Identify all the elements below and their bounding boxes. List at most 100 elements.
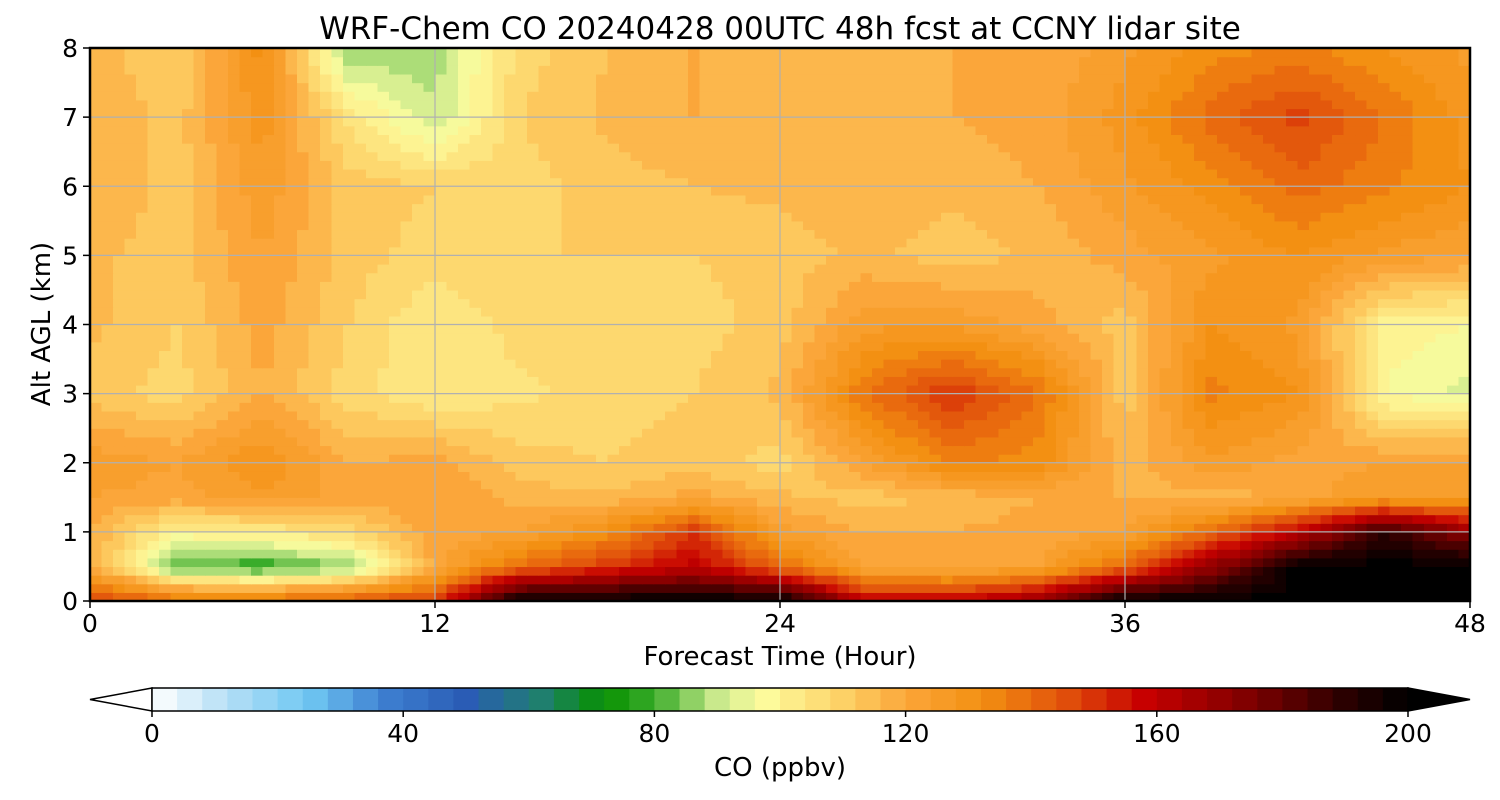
heatmap-cell xyxy=(607,298,620,308)
heatmap-cell xyxy=(975,462,988,472)
heatmap-cell xyxy=(734,445,747,455)
heatmap-cell xyxy=(297,566,310,576)
heatmap-cell xyxy=(1217,410,1230,421)
heatmap-cell xyxy=(1401,575,1414,585)
heatmap-cell xyxy=(170,410,183,421)
heatmap-cell xyxy=(354,471,367,481)
heatmap-cell xyxy=(872,289,885,300)
heatmap-cell xyxy=(768,514,781,524)
heatmap-cell xyxy=(1309,428,1322,438)
heatmap-cell xyxy=(1297,419,1310,429)
heatmap-cell xyxy=(584,505,597,516)
heatmap-cell xyxy=(216,419,229,429)
heatmap-cell xyxy=(239,497,252,507)
heatmap-cell xyxy=(320,272,333,282)
heatmap-cell xyxy=(1044,264,1057,274)
heatmap-cell xyxy=(1412,410,1425,421)
heatmap-cell xyxy=(952,402,965,412)
heatmap-cell xyxy=(182,540,195,550)
heatmap-cell xyxy=(1424,523,1437,533)
heatmap-cell xyxy=(1182,505,1195,516)
heatmap-cell xyxy=(895,583,908,593)
heatmap-cell xyxy=(1182,333,1195,343)
heatmap-cell xyxy=(1366,480,1379,490)
heatmap-cell xyxy=(780,393,793,403)
heatmap-cell xyxy=(561,246,574,256)
heatmap-cell xyxy=(803,350,816,360)
heatmap-cell xyxy=(170,376,183,386)
heatmap-cell xyxy=(1435,514,1448,524)
heatmap-cell xyxy=(584,402,597,412)
heatmap-cell xyxy=(918,324,931,334)
heatmap-cell xyxy=(1125,350,1138,360)
heatmap-cell xyxy=(987,583,1000,593)
heatmap-cell xyxy=(354,419,367,429)
heatmap-cell xyxy=(814,238,827,248)
heatmap-cell xyxy=(170,549,183,559)
heatmap-cell xyxy=(366,419,379,429)
heatmap-cell xyxy=(1033,436,1046,447)
heatmap-cell xyxy=(216,505,229,516)
heatmap-cell xyxy=(688,393,701,403)
heatmap-cell xyxy=(1435,246,1448,256)
heatmap-cell xyxy=(1355,333,1368,343)
heatmap-cell xyxy=(1033,324,1046,334)
heatmap-cell xyxy=(331,419,344,429)
heatmap-cell xyxy=(849,480,862,490)
heatmap-cell xyxy=(872,436,885,447)
heatmap-cell xyxy=(354,523,367,533)
heatmap-cell xyxy=(159,462,172,472)
heatmap-cell xyxy=(1309,359,1322,369)
heatmap-cell xyxy=(964,341,977,352)
heatmap-cell xyxy=(987,298,1000,308)
heatmap-cell xyxy=(515,289,528,300)
heatmap-cell xyxy=(423,324,436,334)
heatmap-cell xyxy=(699,350,712,360)
heatmap-cell xyxy=(389,497,402,507)
heatmap-cell xyxy=(883,333,896,343)
heatmap-cell xyxy=(331,333,344,343)
heatmap-cell xyxy=(803,462,816,472)
heatmap-cell xyxy=(883,315,896,326)
heatmap-cell xyxy=(1148,497,1161,507)
heatmap-cell xyxy=(883,419,896,429)
heatmap-cell xyxy=(872,298,885,308)
heatmap-cell xyxy=(952,436,965,447)
heatmap-cell xyxy=(515,488,528,498)
heatmap-cell xyxy=(331,436,344,447)
heatmap-cell xyxy=(515,238,528,248)
heatmap-cell xyxy=(1424,540,1437,550)
heatmap-cell xyxy=(1021,410,1034,421)
heatmap-cell xyxy=(1263,367,1276,377)
heatmap-cell xyxy=(527,497,540,507)
heatmap-cell xyxy=(1205,436,1218,447)
heatmap-cell xyxy=(780,557,793,568)
heatmap-cell xyxy=(791,540,804,550)
heatmap-cell xyxy=(1067,462,1080,472)
heatmap-cell xyxy=(515,557,528,568)
heatmap-cell xyxy=(998,454,1011,464)
heatmap-cell xyxy=(998,281,1011,291)
heatmap-cell xyxy=(573,436,586,447)
heatmap-cell xyxy=(90,523,103,533)
heatmap-cell xyxy=(182,488,195,498)
heatmap-cell xyxy=(90,376,103,386)
heatmap-cell xyxy=(941,497,954,507)
heatmap-cell xyxy=(492,575,505,585)
heatmap-cell xyxy=(607,402,620,412)
heatmap-cell xyxy=(1458,324,1470,334)
heatmap-cell xyxy=(1136,315,1149,326)
heatmap-cell xyxy=(182,255,195,265)
heatmap-cell xyxy=(262,315,275,326)
heatmap-cell xyxy=(642,523,655,533)
heatmap-cell xyxy=(906,238,919,248)
heatmap-cell xyxy=(170,428,183,438)
heatmap-cell xyxy=(366,255,379,265)
heatmap-cell xyxy=(228,583,241,593)
heatmap-cell xyxy=(665,238,678,248)
heatmap-cell xyxy=(1159,462,1172,472)
heatmap-cell xyxy=(1044,592,1057,601)
heatmap-cell xyxy=(734,246,747,256)
heatmap-cell xyxy=(722,393,735,403)
heatmap-cell xyxy=(1010,402,1023,412)
